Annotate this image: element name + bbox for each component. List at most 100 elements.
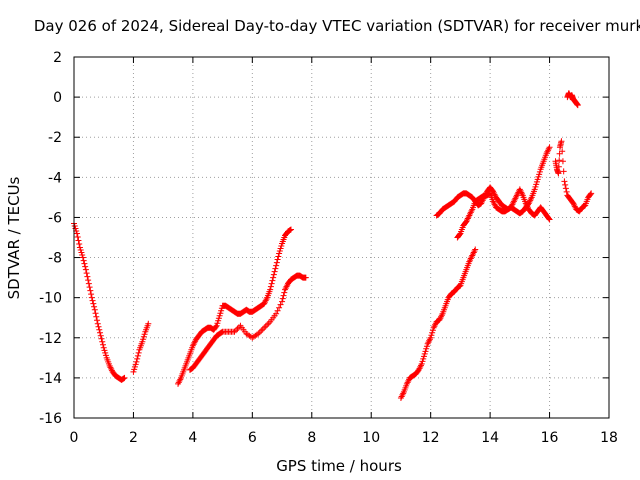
data-point	[95, 323, 102, 330]
data-point	[273, 310, 280, 317]
data-point	[489, 187, 496, 194]
data-point	[418, 360, 425, 367]
data-point	[215, 317, 222, 324]
data-point	[82, 263, 89, 270]
data-point	[87, 287, 94, 294]
data-point	[556, 150, 563, 157]
data-point	[272, 265, 279, 272]
data-point	[76, 244, 83, 251]
data-point	[274, 256, 281, 263]
data-point	[131, 366, 138, 373]
data-point	[97, 329, 104, 336]
data-point	[525, 201, 532, 208]
data-point	[232, 327, 239, 334]
data-point	[270, 274, 277, 281]
y-tick-label: 2	[53, 50, 62, 66]
y-tick-label: -12	[39, 331, 62, 347]
data-point	[79, 254, 86, 261]
data-point	[267, 283, 274, 290]
data-point	[234, 325, 241, 332]
data-point	[215, 315, 222, 322]
data-point	[81, 260, 88, 267]
data-point	[546, 144, 553, 151]
data-point	[121, 374, 128, 381]
data-point	[99, 338, 106, 345]
data-point	[80, 257, 87, 264]
data-point	[415, 367, 422, 374]
data-point	[92, 310, 99, 317]
y-tick-label: -14	[39, 371, 62, 387]
data-point	[131, 363, 138, 370]
data-point	[134, 355, 141, 362]
plot-frame	[73, 56, 610, 419]
data-point	[562, 185, 569, 192]
data-point	[88, 291, 95, 298]
data-point	[456, 231, 463, 238]
data-point	[588, 190, 595, 197]
data-point	[273, 259, 280, 266]
data-point	[76, 241, 83, 248]
data-point	[279, 298, 286, 305]
data-point	[93, 313, 100, 320]
grid-lines	[74, 57, 609, 418]
data-point	[428, 332, 435, 339]
data-point	[423, 345, 430, 352]
data-point	[86, 284, 93, 291]
data-point	[94, 317, 101, 324]
data-point	[274, 307, 281, 314]
x-tick-label: 12	[422, 430, 440, 446]
data-point	[560, 168, 567, 175]
data-point	[91, 303, 98, 310]
data-point	[533, 178, 540, 185]
data-point	[85, 280, 92, 287]
data-point	[97, 332, 104, 339]
data-point	[273, 262, 280, 269]
data-point	[276, 248, 283, 255]
data-point	[531, 186, 538, 193]
data-point	[258, 327, 265, 334]
data-point	[77, 247, 84, 254]
x-tick-label: 18	[600, 430, 618, 446]
data-point	[561, 178, 568, 185]
data-point	[75, 237, 82, 244]
data-point	[302, 274, 309, 281]
data-point	[422, 348, 429, 355]
x-tick-label: 6	[248, 430, 257, 446]
data-point	[83, 270, 90, 277]
data-point	[533, 181, 540, 188]
data-point	[277, 245, 284, 252]
data-point	[88, 294, 95, 301]
data-point	[212, 323, 219, 330]
data-point	[98, 335, 105, 342]
data-point	[133, 358, 140, 365]
data-point	[558, 138, 565, 145]
data-point	[141, 331, 148, 338]
x-tick-label: 0	[70, 430, 79, 446]
data-point	[72, 225, 79, 232]
data-point	[287, 226, 294, 233]
data-point	[216, 312, 223, 319]
data-point	[90, 300, 97, 307]
data-point	[276, 304, 283, 311]
data-point	[74, 233, 81, 240]
data-point	[270, 271, 277, 278]
data-point	[429, 329, 436, 336]
data-point	[419, 358, 426, 365]
data-point	[581, 202, 588, 209]
data-point	[265, 320, 272, 327]
data-point	[132, 361, 139, 368]
y-tick-label: -6	[48, 210, 62, 226]
data-point	[426, 337, 433, 344]
data-point	[140, 333, 147, 340]
data-point	[139, 338, 146, 345]
data-point	[89, 297, 96, 304]
data-point	[278, 243, 285, 250]
data-point	[280, 292, 287, 299]
series-sdtvar	[71, 90, 595, 401]
data-point	[277, 301, 284, 308]
data-point	[420, 353, 427, 360]
y-axis-title: SDTVAR / TECUs	[5, 176, 23, 299]
data-point	[555, 170, 562, 177]
